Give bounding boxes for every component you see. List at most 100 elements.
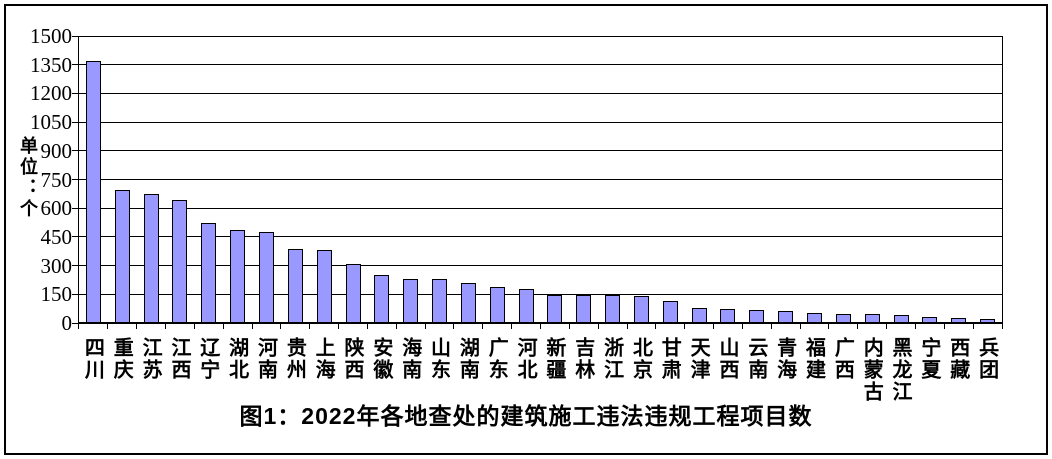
y-axis-tick [72,293,78,295]
x-axis-tick [511,323,513,329]
x-category-label: 兵团 [975,337,998,381]
x-axis-tick [309,323,311,329]
gridline [79,265,1002,267]
x-category-label: 河南 [254,337,277,381]
x-axis-tick [424,323,426,329]
x-category-label: 西藏 [946,337,969,381]
y-axis-tick-label: 0 [61,311,73,335]
x-category-label: 黑龙江 [889,337,912,403]
x-axis-tick [453,323,455,329]
y-axis-tick [72,35,78,37]
gridline [79,36,1002,37]
y-axis-tick-label: 750 [40,167,73,192]
x-axis-tick [136,323,138,329]
x-category-label: 云南 [744,337,767,381]
x-axis-tick [857,323,859,329]
y-axis-tick-label: 1200 [30,81,72,106]
x-axis-tick [1002,323,1003,329]
x-axis-tick [540,323,541,329]
x-category-label: 江西 [167,337,190,381]
bar [662,301,678,323]
y-axis-tick [72,121,78,123]
y-axis-tick [72,150,78,152]
x-axis-tick [251,323,253,329]
bar [518,289,534,323]
bar [345,264,361,323]
bar [258,232,274,323]
bar [720,309,736,323]
x-axis-tick [222,323,224,329]
x-category-label: 山西 [715,337,738,381]
gridline [79,179,1002,180]
y-axis-tick-label: 450 [40,224,73,249]
x-category-label: 四川 [81,337,104,381]
y-axis-tick-label: 1350 [30,52,72,77]
bar [172,200,188,323]
x-axis-tick [943,323,945,329]
x-axis-tick [395,323,397,329]
gridline [79,150,1002,152]
x-axis-tick [366,323,368,329]
bar [980,319,996,323]
bar [432,279,448,323]
y-axis-tick [72,207,78,209]
bar [633,296,649,323]
x-category-label: 重庆 [110,337,133,381]
x-axis-tick [78,323,79,329]
x-category-label: 天津 [687,337,710,381]
x-category-label: 陕西 [341,337,364,381]
chart-title: 图1：2022年各地查处的建筑施工违法违规工程项目数 [239,403,813,429]
bar [489,287,505,323]
y-axis-tick-labels: 0 150 300 450 600 750 900 1050 1200 1350 1500 [0,0,72,459]
bar [374,275,390,323]
x-axis-tick [914,323,916,329]
x-category-label: 辽宁 [196,337,219,381]
x-category-label: 山东 [427,337,450,381]
x-axis-tick [655,323,657,329]
x-axis-tick [741,323,743,329]
x-axis-tick [972,323,974,329]
bar [691,308,707,323]
y-axis-tick-label: 1500 [30,24,72,48]
x-axis-tick [165,323,167,329]
bar [807,313,823,323]
x-axis-tick [338,323,340,329]
bar [85,61,101,323]
y-axis-tick-label: 900 [40,138,73,163]
plot-area [72,35,1003,329]
x-axis-tick [482,323,484,329]
bar [951,318,967,323]
y-axis-tick [72,265,78,267]
y-axis-tick [72,64,78,66]
y-axis-tick-label: 600 [40,196,73,221]
x-axis-tick [886,323,888,329]
gridline [79,64,1002,66]
gridline [79,293,1002,295]
x-category-label: 甘肃 [658,337,681,381]
bar [143,194,159,323]
bar [922,317,938,323]
gridline [79,236,1002,238]
y-axis-tick [72,92,78,94]
x-axis-tick [828,323,830,329]
x-axis-tick [799,323,801,329]
x-category-label: 青海 [773,337,796,381]
bar [835,314,851,323]
y-axis-tick [72,236,78,238]
chart-border [4,4,1048,455]
x-axis-tick [684,323,686,329]
bar [605,295,621,323]
bar [576,295,592,323]
y-axis-tick [72,179,78,180]
bar [893,315,909,323]
x-category-label: 福建 [802,337,825,381]
x-category-label: 江苏 [139,337,162,381]
x-category-label: 吉林 [571,337,594,381]
x-category-label: 海南 [398,337,421,381]
bar [778,311,794,323]
x-axis-tick [713,323,715,329]
x-axis-tick [597,323,599,329]
bar [316,250,332,323]
x-category-label: 湖北 [225,337,248,381]
y-axis-tick-label: 300 [40,253,73,278]
